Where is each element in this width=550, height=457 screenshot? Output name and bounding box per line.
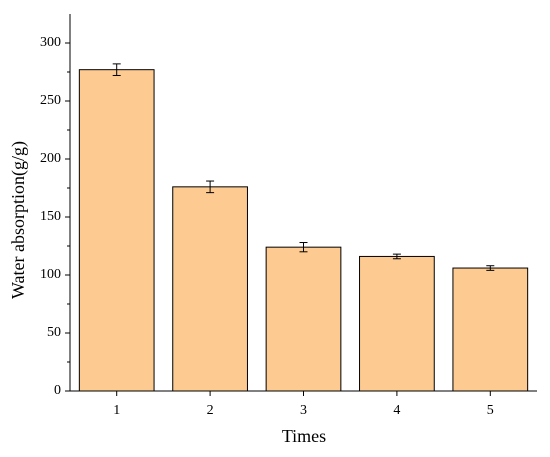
y-tick-label: 100 [40, 267, 61, 282]
x-tick-label: 1 [113, 403, 120, 418]
bar [265, 246, 342, 392]
y-tick-label: 300 [40, 35, 61, 50]
error-bar [486, 265, 495, 271]
y-tick-label: 0 [54, 383, 61, 398]
y-tick-label: 50 [47, 325, 61, 340]
x-axis-title: Times [282, 426, 326, 446]
y-tick-label: 200 [40, 151, 61, 166]
bar [452, 267, 529, 392]
bar [359, 255, 435, 392]
y-tick-label: 150 [40, 209, 61, 224]
bar [172, 186, 248, 392]
error-bar [112, 63, 121, 76]
x-tick-label: 4 [393, 403, 400, 418]
x-tick-label: 5 [487, 403, 494, 418]
error-bar [392, 253, 401, 260]
error-bar [206, 180, 215, 194]
error-bar [299, 242, 308, 253]
y-tick-label: 250 [40, 93, 61, 108]
bar [78, 69, 155, 392]
x-tick-label: 3 [300, 403, 307, 418]
y-axis-title: Water absorption(g/g) [8, 141, 29, 299]
x-tick-label: 2 [207, 403, 214, 418]
